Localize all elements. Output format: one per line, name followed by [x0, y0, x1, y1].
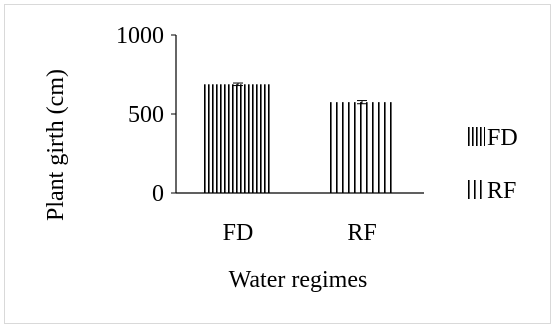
y-tick-label: 500	[128, 102, 164, 128]
legend-label-rf: RF	[487, 178, 516, 204]
legend-swatch-fd	[466, 127, 485, 146]
legend: FD RF	[466, 125, 518, 204]
legend-swatch-rf	[466, 180, 485, 199]
legend-item-rf: RF	[466, 178, 516, 204]
legend-item-fd: FD	[466, 125, 518, 151]
bar-rf	[328, 102, 396, 193]
error-bar-rf	[357, 100, 367, 105]
chart-area	[4, 4, 551, 324]
y-tick-labels: 0 500 1000	[116, 23, 164, 207]
y-tick-label: 0	[152, 181, 164, 207]
x-axis-title: Water regimes	[229, 267, 368, 293]
error-bar-fd	[233, 82, 243, 87]
y-axis-title: Plant girth (cm)	[43, 69, 69, 221]
bar-fd	[204, 84, 272, 193]
axes-group	[171, 34, 424, 194]
bars-group	[204, 84, 396, 193]
y-tick-label: 1000	[116, 23, 164, 49]
x-tick-label: RF	[347, 220, 376, 246]
x-tick-label: FD	[223, 220, 254, 246]
error-bars-group	[233, 82, 367, 105]
x-tick-labels: FD RF	[223, 220, 377, 246]
legend-label-fd: FD	[487, 125, 518, 151]
